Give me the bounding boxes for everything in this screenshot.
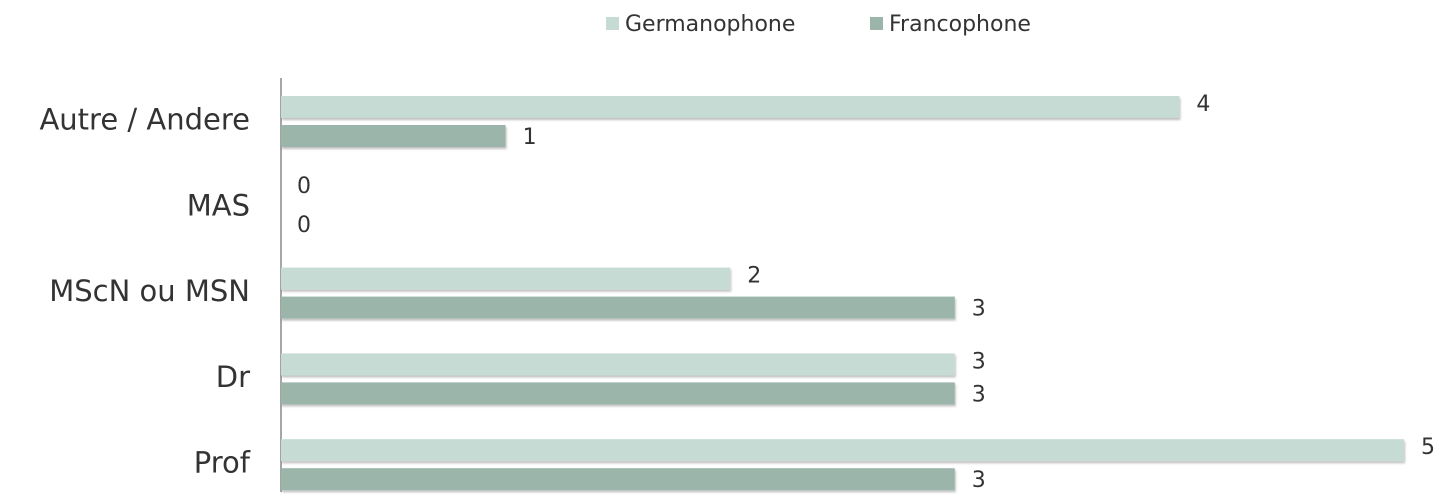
category-label: Dr bbox=[216, 360, 250, 394]
bar bbox=[281, 125, 506, 147]
legend-swatch bbox=[870, 17, 883, 30]
value-label: 5 bbox=[1421, 435, 1435, 460]
bar bbox=[281, 267, 731, 290]
category-label: Prof bbox=[194, 446, 251, 480]
value-label: 3 bbox=[972, 468, 986, 493]
category-label: MScN ou MSN bbox=[49, 274, 250, 308]
legend-label: Francophone bbox=[889, 12, 1031, 37]
bar bbox=[281, 468, 955, 491]
value-label: 3 bbox=[972, 297, 986, 322]
value-label: 1 bbox=[523, 125, 537, 150]
bar bbox=[281, 296, 955, 319]
legend-swatch bbox=[606, 17, 619, 30]
bar bbox=[281, 439, 1404, 462]
category-label: Autre / Andere bbox=[39, 103, 250, 137]
value-label: 0 bbox=[297, 213, 311, 238]
value-label: 4 bbox=[1196, 92, 1210, 117]
category-label: MAS bbox=[187, 188, 250, 222]
value-label: 0 bbox=[297, 174, 311, 199]
value-label: 2 bbox=[747, 264, 761, 289]
bar bbox=[281, 382, 955, 405]
value-label: 3 bbox=[972, 349, 986, 374]
legend-label: Germanophone bbox=[625, 12, 795, 37]
bar bbox=[281, 353, 955, 376]
bar bbox=[281, 96, 1180, 118]
value-label: 3 bbox=[972, 382, 986, 407]
